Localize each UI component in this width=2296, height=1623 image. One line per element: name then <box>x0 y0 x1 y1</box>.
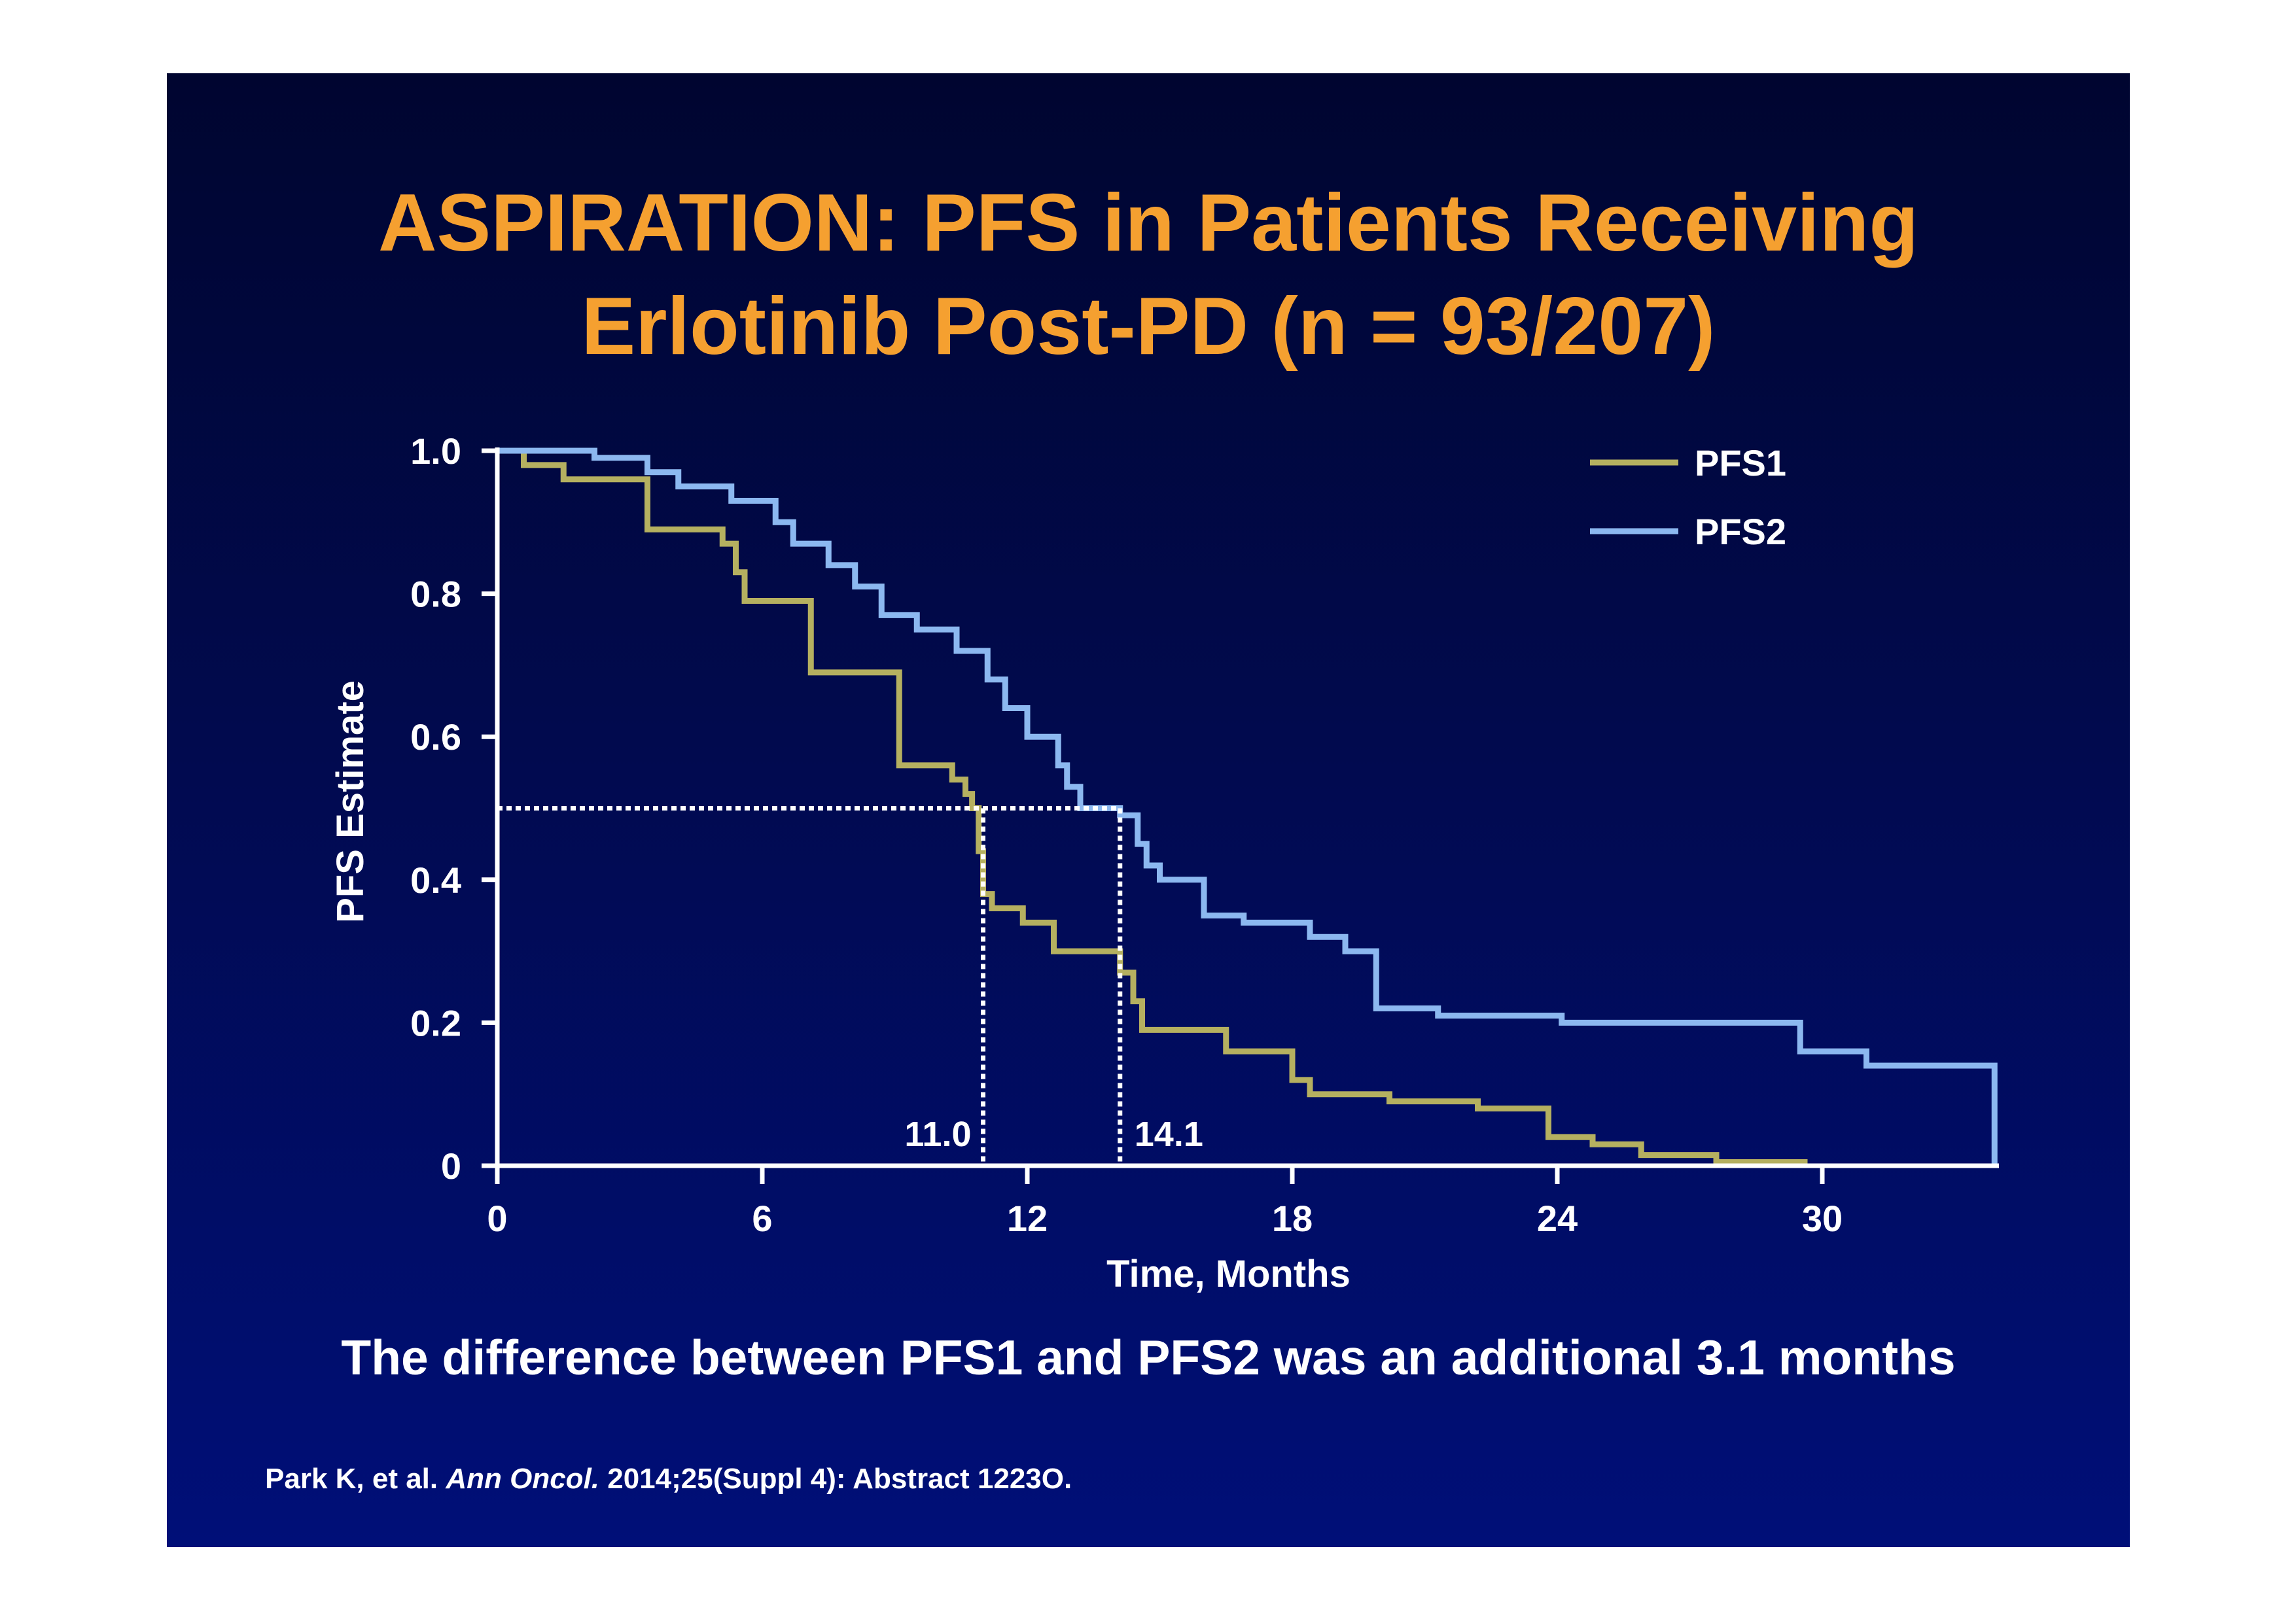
x-tick-label: 12 <box>1007 1198 1048 1239</box>
title-line-1: ASPIRATION: PFS in Patients Receiving <box>378 178 1919 268</box>
median-label-pfs2: 14.1 <box>1135 1115 1203 1154</box>
x-tick-label: 0 <box>487 1198 507 1239</box>
series-lines <box>497 447 1998 1166</box>
legend-label-pfs2: PFS2 <box>1695 511 1786 552</box>
y-tick-label: 0 <box>441 1145 461 1187</box>
title-line-2: Erlotinib Post-PD (n = 93/207) <box>581 281 1716 372</box>
y-tick-label: 1.0 <box>410 430 461 472</box>
x-axis-title: Time, Months <box>1106 1253 1351 1295</box>
y-tick-label: 0.2 <box>410 1002 461 1043</box>
citation-journal: Ann Oncol. <box>446 1463 600 1495</box>
km-chart: 11.0 14.1 0 0.2 0.4 0.6 0.8 1.0 0 6 12 18 24 30 Time, … <box>329 430 1999 1295</box>
y-tick-label: 0.8 <box>410 574 461 615</box>
median-label-pfs1: 11.0 <box>904 1115 971 1154</box>
x-tick-label: 30 <box>1802 1198 1843 1239</box>
citation-details: 2014;25(Suppl 4): Abstract 1223O. <box>599 1463 1072 1495</box>
axis-labels: 11.0 14.1 0 0.2 0.4 0.6 0.8 1.0 0 6 12 18 24 30 Time, … <box>329 430 1843 1295</box>
series-line-pfs1 <box>497 447 1808 1166</box>
citation-authors: Park K, et al. <box>265 1463 446 1495</box>
y-tick-label: 0.4 <box>410 860 461 901</box>
x-tick-label: 24 <box>1537 1198 1578 1239</box>
citation: Park K, et al. Ann Oncol. 2014;25(Suppl … <box>265 1461 1072 1497</box>
x-tick-label: 18 <box>1272 1198 1313 1239</box>
axes <box>482 447 1999 1184</box>
y-axis-title: PFS Estimate <box>329 680 372 923</box>
legend-label-pfs1: PFS1 <box>1695 442 1786 483</box>
slide-title: ASPIRATION: PFS in Patients Receiving Er… <box>167 171 2130 378</box>
summary-statement: The difference between PFS1 and PFS2 was… <box>341 1330 1956 1385</box>
y-tick-label: 0.6 <box>410 716 461 758</box>
slide-background: ASPIRATION: PFS in Patients Receiving Er… <box>167 73 2130 1547</box>
x-tick-label: 6 <box>752 1198 772 1239</box>
series-line-pfs2 <box>497 447 1998 1166</box>
legend: PFS1 PFS2 <box>1590 442 1786 552</box>
